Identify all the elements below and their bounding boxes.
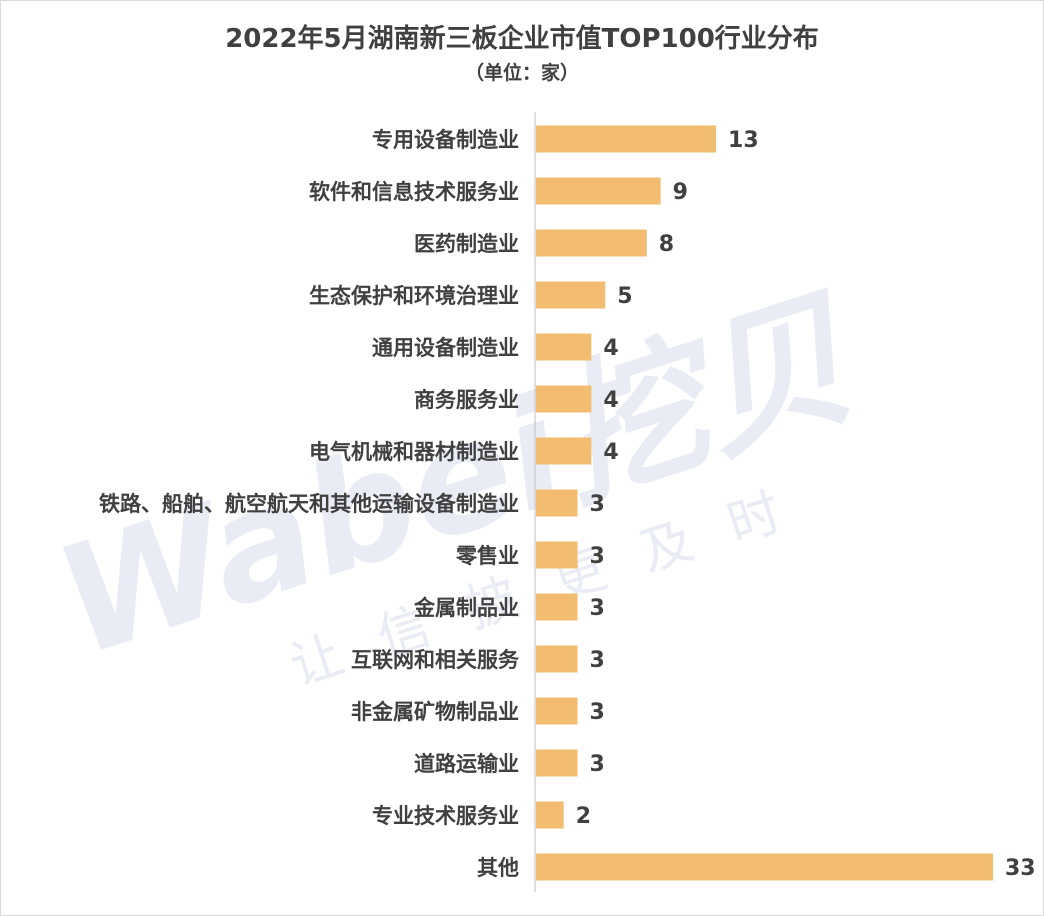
bar — [536, 593, 578, 621]
category-label: 金属制品业 — [413, 596, 519, 620]
value-label: 3 — [590, 596, 605, 621]
value-label: 3 — [590, 492, 605, 517]
bars-layer: 专用设备制造业 13 软件和信息技术服务业 9 医药制造业 8 生态保护和环境治理业 5 通用设… — [99, 125, 1036, 881]
bar — [536, 489, 578, 517]
value-label: 5 — [617, 284, 632, 309]
bar — [536, 125, 717, 153]
value-label: 8 — [659, 232, 674, 257]
watermark-logo: Wabei挖贝 让信披更及时 — [39, 270, 876, 697]
value-label: 3 — [590, 648, 605, 673]
bar — [536, 229, 647, 257]
category-label: 生态保护和环境治理业 — [309, 284, 519, 308]
bar — [536, 697, 578, 725]
value-label: 3 — [590, 700, 605, 725]
bar — [536, 645, 578, 673]
category-label: 铁路、船舶、航空航天和其他运输设备制造业 — [99, 492, 519, 516]
category-label: 其他 — [477, 856, 519, 880]
category-label: 电气机械和器材制造业 — [309, 440, 519, 464]
category-label: 商务服务业 — [414, 388, 519, 412]
category-label: 专用设备制造业 — [372, 128, 519, 152]
bar — [536, 385, 592, 413]
value-label: 3 — [590, 752, 605, 777]
bar — [536, 177, 661, 205]
category-label: 医药制造业 — [414, 232, 519, 256]
category-label: 零售业 — [455, 544, 519, 568]
category-label: 通用设备制造业 — [372, 336, 519, 360]
value-label: 3 — [590, 544, 605, 569]
bar — [536, 437, 592, 465]
bar — [536, 801, 564, 829]
chart-title: 2022年5月湖南新三板企业市值TOP100行业分布 — [225, 24, 819, 54]
value-label: 9 — [673, 180, 688, 205]
bar — [536, 281, 606, 309]
bar — [536, 541, 578, 569]
bar — [536, 749, 578, 777]
chart-subtitle: （单位：家） — [464, 62, 579, 84]
bar — [536, 853, 993, 881]
value-label: 33 — [1005, 856, 1036, 881]
category-label: 道路运输业 — [414, 752, 519, 776]
category-label: 非金属矿物制品业 — [351, 700, 519, 724]
category-label: 互联网和相关服务 — [351, 648, 520, 672]
category-label: 专业技术服务业 — [372, 804, 519, 828]
value-label: 4 — [603, 336, 618, 361]
value-label: 4 — [603, 440, 618, 465]
value-label: 13 — [728, 128, 759, 153]
value-label: 2 — [576, 804, 591, 829]
bar — [536, 333, 592, 361]
value-label: 4 — [603, 388, 618, 413]
category-label: 软件和信息技术服务业 — [309, 180, 519, 204]
